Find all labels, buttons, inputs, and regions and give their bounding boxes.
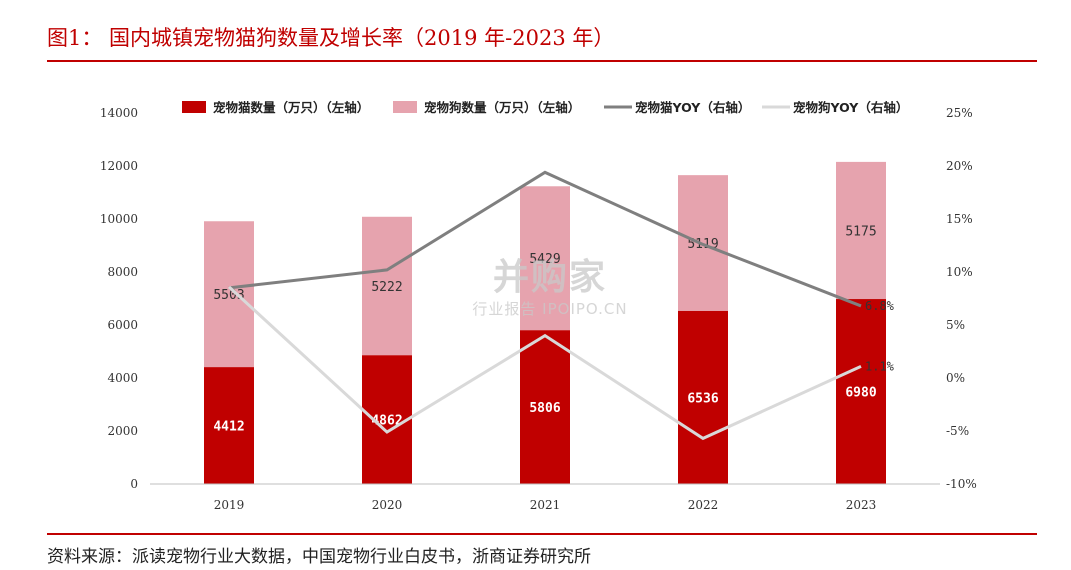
right-axis-tick-label: 10% xyxy=(946,265,973,279)
legend-label: 宠物狗数量（万只）（左轴） xyxy=(424,100,580,115)
legend-swatch-dog-count xyxy=(393,101,417,113)
left-axis-tick-label: 10000 xyxy=(100,212,138,226)
left-axis-tick-label: 2000 xyxy=(107,424,138,438)
dog-count-data-label: 5175 xyxy=(845,224,876,239)
dog-yoy-end-label: 1.1% xyxy=(865,359,895,373)
cat-count-data-label: 4412 xyxy=(213,420,244,435)
dog-count-bar xyxy=(362,216,412,356)
x-axis-tick-label: 2019 xyxy=(214,498,245,512)
dog-count-bar xyxy=(836,161,886,300)
dog-count-data-label: 5429 xyxy=(529,252,560,267)
legend-label: 宠物猫YOY（右轴） xyxy=(635,100,750,115)
legend-label: 宠物狗YOY（右轴） xyxy=(793,100,908,115)
right-axis-tick-label: 5% xyxy=(946,318,965,332)
right-axis-tick-label: -10% xyxy=(946,477,977,491)
right-axis-tick-label: 15% xyxy=(946,212,973,226)
source-note: 资料来源：派读宠物行业大数据，中国宠物行业白皮书，浙商证券研究所 xyxy=(47,547,591,567)
x-axis-tick-label: 2023 xyxy=(846,498,877,512)
right-axis-tick-label: -5% xyxy=(946,424,969,438)
cat-yoy-line xyxy=(228,170,862,308)
right-axis-tick-label: 0% xyxy=(946,371,965,385)
x-axis-tick-label: 2022 xyxy=(688,498,719,512)
legend-swatch-cat-count xyxy=(182,101,206,113)
title-divider xyxy=(47,60,1037,62)
left-axis-tick-label: 6000 xyxy=(107,318,138,332)
right-axis-tick-label: 20% xyxy=(946,159,973,173)
cat-count-data-label: 5806 xyxy=(529,401,560,416)
cat-count-bar xyxy=(204,367,254,484)
left-axis-tick-label: 12000 xyxy=(100,159,138,173)
cat-count-data-label: 6980 xyxy=(845,386,876,401)
left-axis-tick-label: 0 xyxy=(130,477,138,491)
x-axis-tick-label: 2020 xyxy=(372,498,403,512)
left-axis-tick-label: 8000 xyxy=(107,265,138,279)
source-divider xyxy=(47,533,1037,535)
left-axis-tick-label: 14000 xyxy=(100,106,138,120)
cat-count-bar xyxy=(520,330,570,484)
left-axis-tick-label: 4000 xyxy=(107,371,138,385)
legend-label: 宠物猫数量（万只）（左轴） xyxy=(213,100,369,115)
dog-yoy-line xyxy=(227,285,862,441)
dog-count-data-label: 5222 xyxy=(371,280,402,295)
dog-count-bar xyxy=(520,186,570,331)
dog-count-bar xyxy=(204,221,254,368)
cat-count-bar xyxy=(362,355,412,484)
right-axis-tick-label: 25% xyxy=(946,106,973,120)
dog-count-data-label: 5503 xyxy=(213,288,244,303)
x-axis-tick-label: 2021 xyxy=(530,498,561,512)
figure-title: 图1： 国内城镇宠物猫狗数量及增长率（2019 年-2023 年） xyxy=(47,26,615,50)
cat-count-bar xyxy=(678,310,728,484)
cat-count-data-label: 6536 xyxy=(687,391,718,406)
cat-count-bar xyxy=(836,299,886,484)
cat-yoy-end-label: 6.8% xyxy=(865,299,895,313)
